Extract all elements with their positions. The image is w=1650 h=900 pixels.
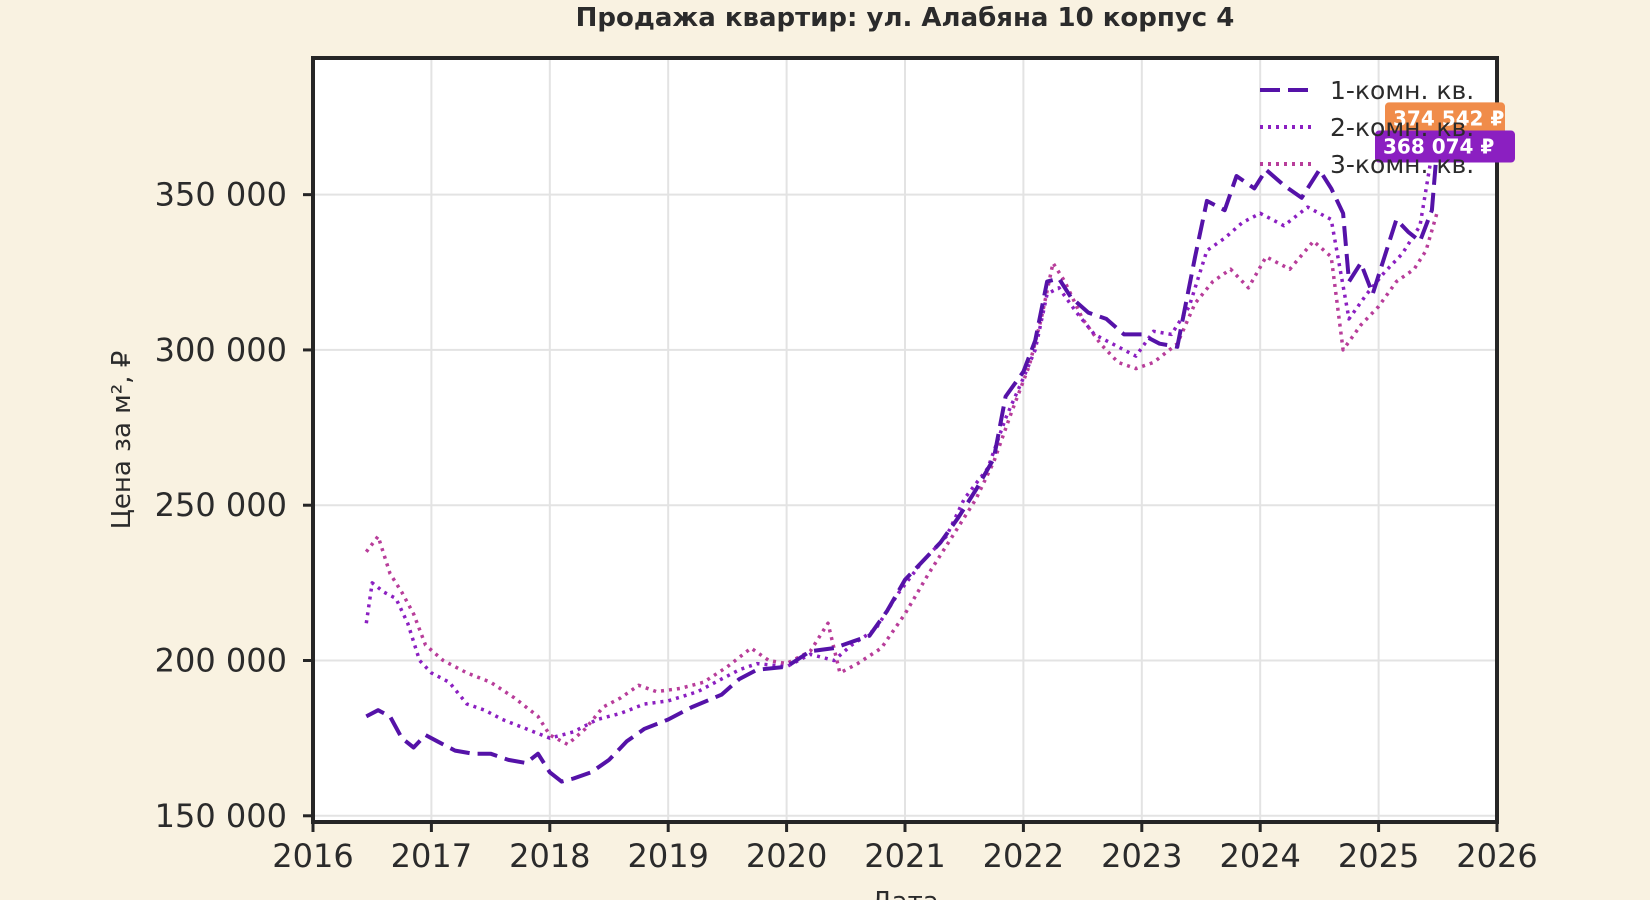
end-value-labels: 374 542 ₽ 368 074 ₽ xyxy=(1375,102,1515,163)
x-tick-label: 2023 xyxy=(1101,837,1182,875)
x-tick-label: 2024 xyxy=(1219,837,1300,875)
end-value-text: 374 542 ₽ xyxy=(1393,106,1504,130)
y-tick-label: 250 000 xyxy=(155,486,287,524)
x-tick-label: 2020 xyxy=(746,837,827,875)
x-tick-label: 2018 xyxy=(509,837,590,875)
x-tick-label: 2022 xyxy=(983,837,1064,875)
y-axis-label: Цена за м², ₽ xyxy=(107,351,137,530)
axes: 2016 2017 2018 2019 2020 2021 2022 2023 2024 2025… xyxy=(155,176,1538,875)
legend: 1-комн. кв. 2-комн. кв. 3-комн. кв. xyxy=(1260,76,1474,179)
end-value-badge xyxy=(1385,102,1505,135)
chart-title: Продажа квартир: ул. Алабяна 10 корпус 4 xyxy=(576,3,1235,33)
x-tick-label: 2025 xyxy=(1338,837,1419,875)
legend-label-3: 3-комн. кв. xyxy=(1330,150,1474,179)
end-value-text: 368 074 ₽ xyxy=(1383,135,1494,159)
legend-label-2: 2-комн. кв. xyxy=(1330,113,1474,142)
x-axis-label: Дата xyxy=(871,887,938,900)
x-tick-label: 2026 xyxy=(1456,837,1537,875)
series-line-1 xyxy=(365,138,1440,784)
series-line-3 xyxy=(364,209,1440,747)
end-value-badge xyxy=(1375,130,1515,163)
y-tick-label: 300 000 xyxy=(155,331,287,369)
y-tick-label: 200 000 xyxy=(155,642,287,680)
y-tick-label: 150 000 xyxy=(155,797,287,835)
legend-label-1: 1-комн. кв. xyxy=(1330,76,1474,105)
y-tick-label: 350 000 xyxy=(155,176,287,214)
series-lines xyxy=(364,118,1440,784)
x-tick-label: 2019 xyxy=(627,837,708,875)
x-tick-label: 2021 xyxy=(864,837,945,875)
x-tick-label: 2017 xyxy=(391,837,472,875)
x-tick-label: 2016 xyxy=(272,837,353,875)
